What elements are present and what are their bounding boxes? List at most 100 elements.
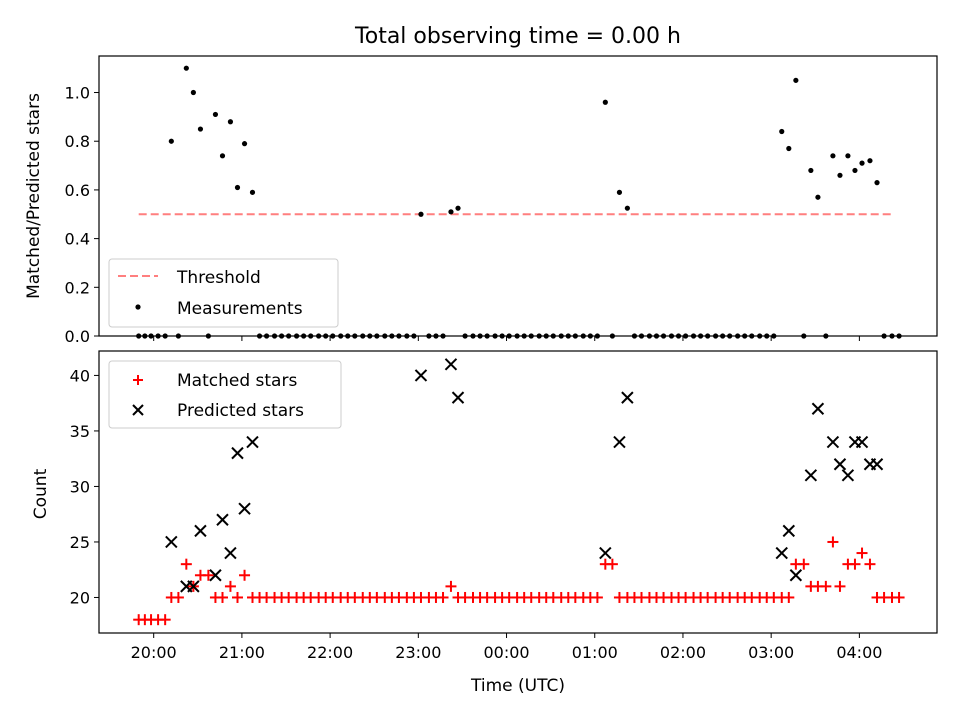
count-y-axis: 20 25 30 35 40 — [70, 366, 99, 607]
predicted-star-point — [246, 435, 259, 449]
matched-star-point — [864, 558, 876, 570]
predicted-star-point — [782, 524, 796, 538]
measurement-point — [852, 167, 858, 174]
predicted-star-point — [855, 435, 869, 449]
predicted-star-point — [238, 502, 251, 515]
measurement-point — [234, 184, 241, 191]
predicted-star-point — [451, 391, 465, 404]
ratio-legend: Threshold Measurements — [108, 258, 339, 328]
measurement-point — [455, 205, 461, 211]
count-ytick-label: 20 — [70, 588, 90, 607]
matched-star-point — [437, 591, 449, 603]
predicted-star-point — [870, 458, 884, 471]
matched-legend-swatch — [133, 375, 143, 385]
x-tick-label: 21:00 — [219, 643, 265, 662]
measurement-point — [616, 189, 623, 195]
measurements-legend-label: Measurements — [177, 299, 303, 319]
measurement-point — [448, 209, 454, 215]
predicted-star-point — [414, 369, 428, 382]
measurement-point — [227, 119, 234, 125]
count-panel-frame — [98, 350, 938, 634]
ratio-ytick-label: 0.8 — [65, 132, 90, 151]
measurement-point — [845, 153, 851, 159]
matched-star-point — [216, 591, 228, 603]
matched-star-point — [172, 591, 184, 603]
matched-star-point — [591, 591, 603, 603]
measurement-point — [867, 158, 873, 164]
measurement-point — [859, 160, 865, 166]
ratio-ytick-label: 1.0 — [65, 84, 90, 103]
count-panel: 20 25 30 35 40 20:00 21:00 22:00 23:00 00:00 01:0… — [31, 350, 938, 696]
predicted-star-point — [613, 435, 626, 449]
count-ytick-label: 25 — [70, 533, 90, 552]
matched-star-point — [224, 580, 236, 592]
predicted-star-point — [826, 435, 840, 449]
matched-star-point — [239, 569, 251, 581]
ratio-panel: 0.0 0.2 0.4 0.6 0.8 1.0 Matched/Predicted sta… — [24, 55, 938, 346]
matched-star-point — [798, 558, 810, 570]
measurement-point — [830, 153, 836, 159]
x-tick-label: 22:00 — [307, 643, 353, 662]
measurement-point — [219, 153, 226, 159]
measurement-point — [874, 180, 880, 186]
count-plot-area — [133, 358, 905, 626]
matched-star-point — [445, 580, 457, 592]
matched-star-point — [849, 558, 861, 570]
ratio-y-axis-label: Matched/Predicted stars — [24, 93, 44, 299]
matched-legend-label: Matched stars — [177, 371, 297, 391]
predicted-star-point — [775, 546, 788, 560]
ratio-y-axis: 0.0 0.2 0.4 0.6 0.8 1.0 — [65, 84, 99, 346]
ratio-ytick-label: 0.0 — [65, 327, 90, 346]
threshold-legend-label: Threshold — [176, 268, 261, 288]
ratio-ytick-label: 0.2 — [65, 278, 90, 297]
measurement-point — [786, 145, 792, 152]
predicted-star-point — [599, 546, 612, 560]
measurement-point — [212, 111, 219, 118]
ratio-ytick-label: 0.6 — [65, 181, 90, 200]
predicted-star-point — [231, 446, 244, 460]
predicted-legend-swatch — [132, 404, 144, 416]
x-tick-label: 04:00 — [836, 643, 882, 662]
count-y-axis-label: Count — [31, 468, 51, 519]
measurements-legend-swatch — [135, 304, 141, 310]
predicted-star-point — [224, 546, 237, 560]
measurement-point — [183, 65, 189, 71]
measurement-point — [779, 128, 785, 135]
predicted-star-point — [841, 469, 855, 482]
matched-star-point — [180, 558, 192, 570]
ratio-ytick-label: 0.4 — [65, 230, 90, 249]
count-legend: Matched stars Predicted stars — [108, 360, 342, 429]
count-ytick-label: 30 — [70, 477, 90, 496]
matched-star-point — [159, 614, 171, 626]
x-tick-label: 02:00 — [660, 643, 706, 662]
matched-star-point — [606, 558, 618, 570]
matched-star-point — [820, 580, 832, 592]
matched-star-point — [827, 536, 839, 548]
predicted-star-point — [621, 391, 634, 404]
x-tick-label: 03:00 — [748, 643, 794, 662]
predicted-legend-label: Predicted stars — [177, 401, 304, 421]
predicted-star-point — [216, 513, 229, 526]
count-x-axis: 20:00 21:00 22:00 23:00 00:00 01:00 02:00 03:00… — [131, 633, 882, 662]
measurement-point — [249, 189, 256, 195]
measurement-point — [815, 194, 821, 200]
measurement-point — [793, 77, 799, 83]
predicted-star-point — [804, 469, 818, 482]
x-tick-label: 01:00 — [572, 643, 618, 662]
measurement-point — [418, 211, 424, 217]
chart-title: Total observing time = 0.00 h — [354, 24, 681, 49]
predicted-star-point — [187, 580, 200, 593]
measurement-point — [197, 126, 204, 132]
matched-star-point — [893, 591, 905, 603]
count-ytick-label: 35 — [70, 422, 90, 441]
count-legend-box — [108, 360, 342, 429]
measurement-point — [190, 89, 196, 96]
predicted-star-point — [811, 402, 825, 415]
matched-star-point — [834, 580, 846, 592]
count-ytick-label: 40 — [70, 366, 90, 385]
x-tick-label: 00:00 — [483, 643, 529, 662]
matched-star-point — [856, 547, 868, 559]
measurement-point — [837, 172, 843, 178]
